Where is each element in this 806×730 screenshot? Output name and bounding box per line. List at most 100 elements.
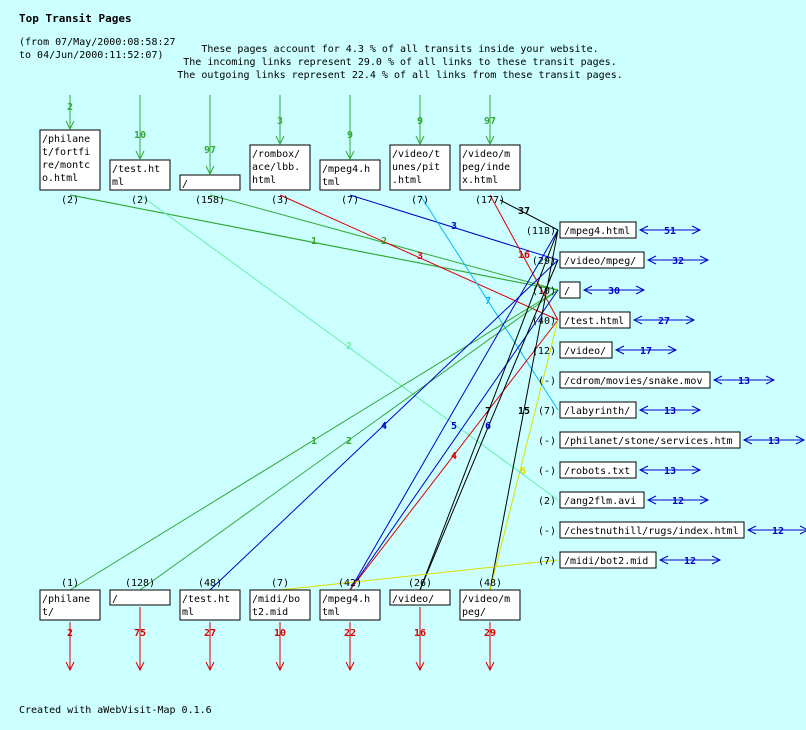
transit-page-visits: (7) (538, 556, 556, 567)
outgoing-arrowtail (632, 315, 643, 325)
transit-page-label: /labyrinth/ (564, 406, 630, 417)
transit-page-label: /philanet/stone/services.htm (564, 436, 733, 447)
transit-page-visits: (10) (532, 286, 556, 297)
outgoing-count: 12 (672, 496, 684, 507)
exit-arrowhead (135, 661, 145, 672)
transit-page-visits: (29) (532, 256, 556, 267)
target-page-visits: (42) (338, 578, 362, 589)
exit-count: 75 (134, 628, 146, 639)
outgoing-count: 13 (738, 376, 750, 387)
transit-page-visits: (-) (538, 436, 556, 447)
transit-page-label: /mpeg4.html (564, 226, 630, 237)
target-page-label: peg/ (462, 607, 486, 618)
transit-page-box (559, 461, 637, 479)
outgoing-arrowhead (699, 495, 710, 505)
summary-line: The outgoing links represent 22.4 % of a… (177, 70, 623, 81)
source-page-label: /test.ht (112, 164, 160, 175)
outgoing-arrowhead (795, 435, 806, 445)
link-line (349, 194, 559, 261)
incoming-arrowhead (415, 135, 425, 146)
summary-line: These pages account for 4.3 % of all tra… (201, 44, 599, 55)
transit-page-box (559, 551, 657, 569)
link-count: 16 (518, 250, 530, 261)
exit-count: 29 (484, 628, 496, 639)
source-page-label: tml (322, 177, 340, 188)
source-page-box (179, 174, 241, 191)
source-page-visits: (158) (195, 195, 225, 206)
transit-page-box (559, 521, 745, 539)
transit-page-box (559, 431, 741, 449)
target-page-visits: (1) (61, 578, 79, 589)
link-count: 2 (346, 436, 352, 447)
outgoing-arrowtail (742, 435, 753, 445)
source-page-label: / (182, 179, 188, 190)
source-page-label: /rombox/ (252, 149, 300, 160)
link-line (489, 229, 559, 591)
link-count: 2 (346, 341, 352, 352)
source-page-label: /philane (42, 134, 90, 145)
incoming-count: 2 (67, 102, 73, 113)
outgoing-arrowhead (799, 525, 806, 535)
source-page-visits: (2) (61, 195, 79, 206)
target-page-label: /video/ (392, 594, 434, 605)
link-line (419, 194, 559, 411)
target-page-label: t/ (42, 607, 54, 618)
outgoing-arrowtail (658, 555, 669, 565)
link-count: 1 (311, 436, 317, 447)
target-page-visits: (48) (198, 578, 222, 589)
incoming-arrowhead (345, 150, 355, 161)
transit-page-box (559, 491, 645, 509)
outgoing-arrowtail (638, 405, 649, 415)
source-page-label: /mpeg4.h (322, 164, 370, 175)
incoming-count: 97 (484, 116, 496, 127)
outgoing-count: 13 (664, 406, 676, 417)
incoming-count: 10 (134, 130, 146, 141)
source-page-box (319, 159, 381, 191)
target-page-visits: (128) (125, 578, 155, 589)
transit-page-visits: (-) (538, 466, 556, 477)
exit-arrowhead (205, 661, 215, 672)
incoming-arrowhead (205, 165, 215, 176)
outgoing-arrowhead (691, 225, 702, 235)
incoming-count: 3 (277, 116, 283, 127)
exit-arrowhead (65, 661, 75, 672)
outgoing-count: 51 (664, 226, 676, 237)
target-page-box (109, 589, 171, 606)
target-page-visits: (48) (478, 578, 502, 589)
incoming-arrowhead (135, 150, 145, 161)
link-line (499, 199, 559, 231)
outgoing-count: 12 (684, 556, 696, 567)
source-page-label: ml (112, 177, 124, 188)
link-line (69, 194, 559, 291)
outgoing-arrowtail (638, 225, 649, 235)
transit-page-visits: (-) (538, 376, 556, 387)
outgoing-arrowtail (746, 525, 757, 535)
outgoing-count: 17 (640, 346, 652, 357)
link-count: 7 (485, 406, 491, 417)
transit-page-box (559, 251, 645, 269)
target-page-label: /video/m (462, 594, 510, 605)
transit-page-label: /ang2flm.avi (564, 496, 636, 507)
link-line (349, 319, 559, 591)
source-page-visits: (7) (411, 195, 429, 206)
incoming-arrowhead (65, 120, 75, 131)
source-page-box (459, 144, 521, 191)
transit-page-box (559, 311, 631, 329)
link-count: 3 (417, 251, 423, 262)
source-page-label: t/fortfi (42, 147, 90, 158)
transit-page-label: /robots.txt (564, 466, 630, 477)
link-count: 37 (518, 206, 530, 217)
node-layer: /philane t/fortfi re/montc o.html (2) /test.h… (39, 129, 745, 621)
target-page-label: /philane (42, 594, 90, 605)
source-page-label: peg/inde (462, 162, 510, 173)
target-page-label: t2.mid (252, 607, 288, 618)
exit-count: 27 (204, 628, 216, 639)
target-page-label: /mpeg4.h (322, 594, 370, 605)
link-layer (69, 95, 806, 670)
transit-page-label: / (564, 286, 570, 297)
source-page-visits: (2) (131, 195, 149, 206)
outgoing-arrowtail (614, 345, 625, 355)
exit-arrowhead (345, 661, 355, 672)
target-page-label: ml (182, 607, 194, 618)
target-page-label: tml (322, 607, 340, 618)
